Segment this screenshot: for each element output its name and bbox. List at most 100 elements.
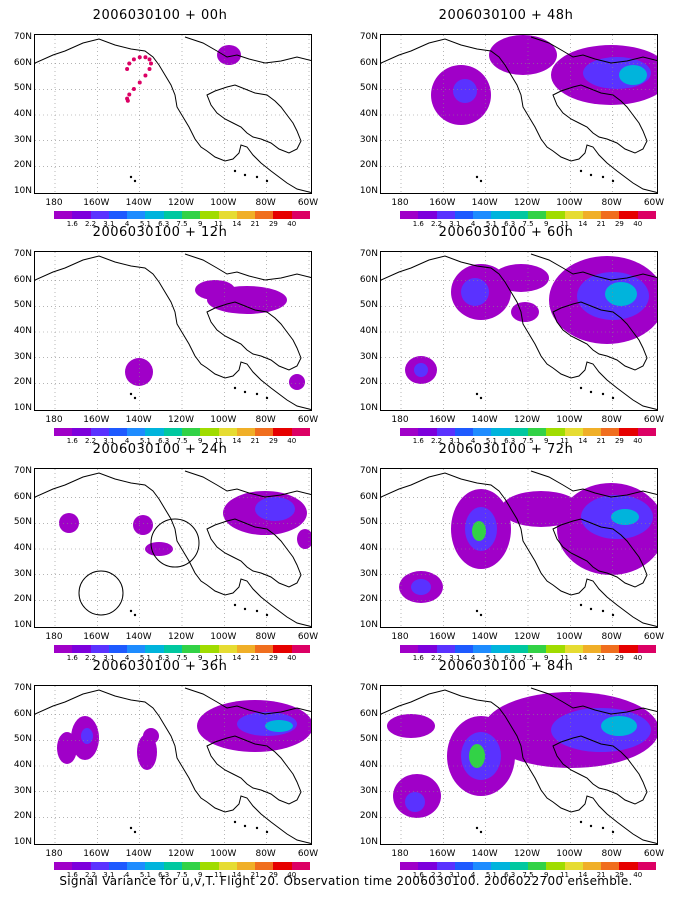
colorbar-swatch xyxy=(163,428,182,436)
colorbar-labels: 1.6 2.2 3.1 4 5.1 6.3 7.5 9 11 14 21 29 40 xyxy=(400,654,656,664)
lon-label: 160W xyxy=(429,415,456,425)
colorbar-swatch xyxy=(473,428,492,436)
colorbar-tick-label: 2.2 xyxy=(430,437,443,445)
variance-contour xyxy=(289,374,305,390)
map-panel-p00: 2006030100 + 00h 70N 60N 50N 40N 30N 20N 10N 180… xyxy=(0,8,320,230)
colorbar-tick-label: 9 xyxy=(198,654,203,662)
lat-label: 70N xyxy=(359,466,378,476)
colorbar-tick-label: 4 xyxy=(470,437,476,445)
island xyxy=(475,392,479,396)
coastline xyxy=(35,255,311,410)
colorbar-swatch xyxy=(145,645,164,653)
colorbar-tick-label: 40 xyxy=(287,220,297,228)
lat-label: 30N xyxy=(359,785,378,796)
variance-contour xyxy=(619,65,647,85)
lat-label: 60N xyxy=(359,708,378,719)
colorbar-tick-label: 9 xyxy=(544,654,549,662)
flight-track-point xyxy=(137,55,142,60)
colorbar-tick-label: 29 xyxy=(614,437,624,445)
lat-label: 70N xyxy=(359,249,378,259)
colorbar-swatch xyxy=(291,645,310,653)
lon-label: 100W xyxy=(556,849,583,859)
colorbar-tick-label: 2.2 xyxy=(84,220,97,228)
colorbar-swatch xyxy=(127,645,146,653)
variance-contour xyxy=(611,509,639,525)
lon-label: 180 xyxy=(45,415,63,425)
lon-label: 180 xyxy=(391,198,409,208)
colorbar-tick-label: 5.1 xyxy=(139,437,151,445)
colorbar-swatch xyxy=(473,211,492,219)
variance-contour xyxy=(414,363,428,377)
lon-label: 140W xyxy=(471,632,498,642)
colorbar-swatch xyxy=(418,862,437,870)
colorbar-tick-label: 7.5 xyxy=(522,871,534,879)
coastline xyxy=(530,470,657,498)
colorbar-tick-label: 6.3 xyxy=(158,437,170,445)
colorbar-tick-label: 11 xyxy=(214,871,224,879)
colorbar-swatch xyxy=(54,862,73,870)
map-area xyxy=(380,34,658,194)
lon-label: 160W xyxy=(429,632,456,642)
colorbar-swatch xyxy=(473,862,492,870)
colorbar-swatch xyxy=(291,428,310,436)
colorbar-tick-label: 11 xyxy=(560,437,570,445)
colorbar-swatch xyxy=(619,862,638,870)
lat-label: 10N xyxy=(359,837,378,847)
colorbar-tick-label: 21 xyxy=(250,654,260,662)
lon-label: 180 xyxy=(391,632,409,642)
lat-label: 30N xyxy=(13,568,32,579)
coastline xyxy=(184,253,311,281)
colorbar-swatch xyxy=(181,862,201,870)
colorbar-tick-label: 14 xyxy=(232,220,242,228)
lat-label: 60N xyxy=(13,708,32,719)
colorbar xyxy=(54,428,310,436)
variance-contour xyxy=(217,45,241,65)
island xyxy=(601,826,605,830)
panel-title: 2006030100 + 00h xyxy=(92,8,228,23)
lon-label: 60W xyxy=(297,849,319,859)
lon-label: 80W xyxy=(255,632,276,642)
island xyxy=(133,396,137,400)
colorbar-swatch xyxy=(236,862,256,870)
colorbar-tick-label: 5.1 xyxy=(139,871,151,879)
island xyxy=(255,392,259,396)
lon-label: 80W xyxy=(255,849,276,859)
coastline xyxy=(552,84,648,154)
island xyxy=(601,609,605,613)
colorbar-tick-label: 11 xyxy=(560,220,570,228)
colorbar-swatch xyxy=(273,211,292,219)
variance-contour xyxy=(511,302,539,322)
colorbar-tick-label: 9 xyxy=(544,220,549,228)
colorbar-tick-label: 2.2 xyxy=(430,654,443,662)
lat-label: 50N xyxy=(13,300,32,311)
colorbar-swatch xyxy=(564,211,583,219)
colorbar-swatch xyxy=(90,211,109,219)
colorbar-swatch xyxy=(509,428,528,436)
colorbar xyxy=(54,211,310,219)
island xyxy=(243,824,247,828)
colorbar xyxy=(54,645,310,653)
colorbar-tick-label: 1.6 xyxy=(412,220,424,228)
lat-label: 70N xyxy=(13,249,32,259)
island xyxy=(579,603,583,607)
island xyxy=(579,820,583,824)
colorbar-tick-label: 9 xyxy=(198,437,203,445)
variance-contour xyxy=(461,278,489,306)
map-panel-p24: 2006030100 + 24h 70N 60N 50N 40N 30N 20N 10N 180… xyxy=(0,442,320,664)
colorbar-tick-label: 14 xyxy=(578,871,588,879)
target-circle xyxy=(78,570,124,616)
lat-label: 60N xyxy=(359,57,378,68)
lat-label: 70N xyxy=(13,466,32,476)
island xyxy=(133,613,137,617)
lat-label: 10N xyxy=(359,186,378,196)
colorbar-tick-label: 5.1 xyxy=(139,654,151,662)
colorbar-tick-label: 14 xyxy=(578,654,588,662)
colorbar-tick-label: 2.2 xyxy=(84,654,97,662)
lat-label: 50N xyxy=(359,83,378,94)
colorbar-tick-label: 21 xyxy=(250,437,260,445)
island xyxy=(243,173,247,177)
island xyxy=(133,179,137,183)
island xyxy=(475,609,479,613)
colorbar xyxy=(400,428,656,436)
lon-label: 120W xyxy=(513,632,541,642)
